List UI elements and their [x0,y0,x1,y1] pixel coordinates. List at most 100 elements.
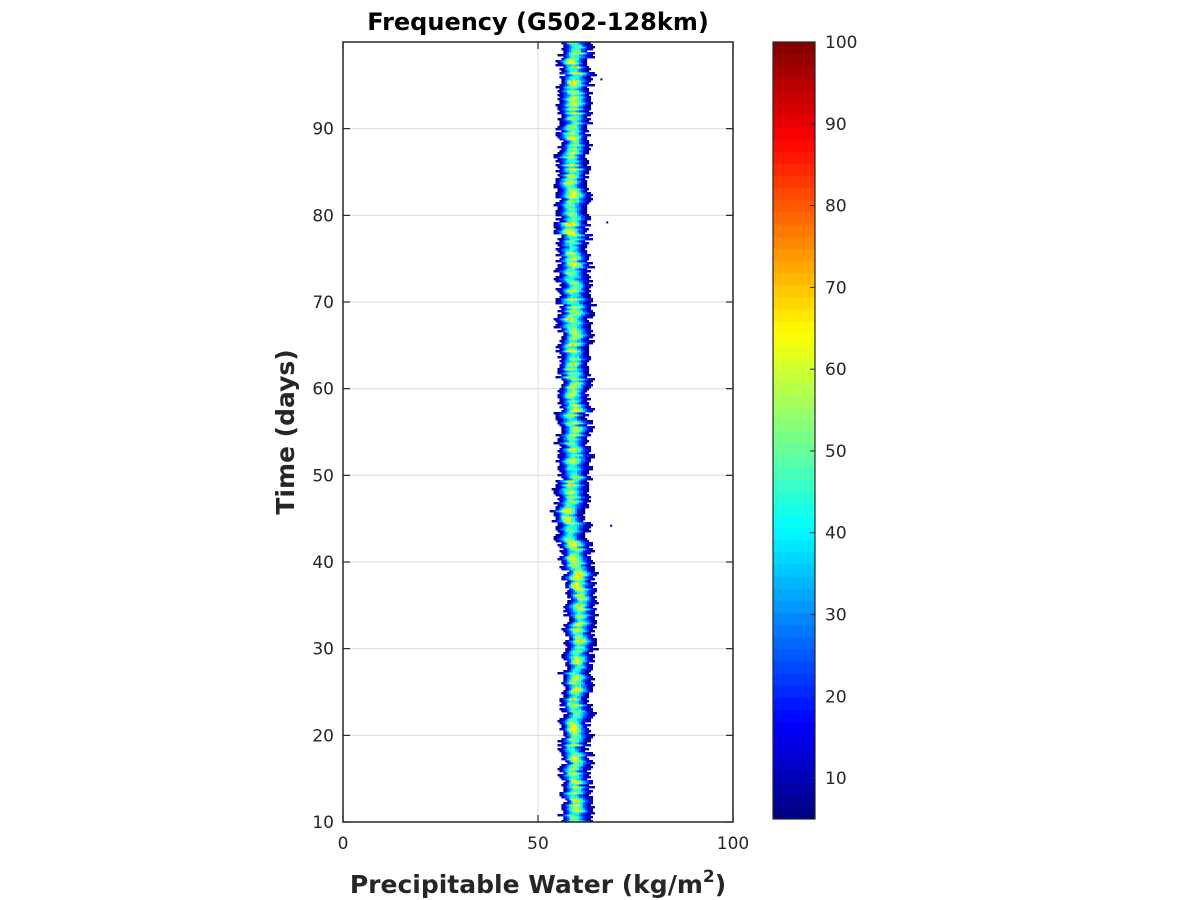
heatmap-cell [582,510,586,513]
heatmap-cell [567,288,570,291]
heatmap-cell [577,798,580,801]
heatmap-cell [557,226,560,229]
heatmap-cell [578,400,582,403]
heatmap-cell [580,438,584,441]
heatmap-cell [578,690,582,693]
heatmap-cell [582,328,586,331]
heatmap-cell [565,432,568,435]
heatmap-cell [569,480,572,483]
heatmap-cell [565,348,568,351]
heatmap-cell [578,282,582,285]
heatmap-cell [577,346,580,349]
heatmap-cell [569,758,572,761]
heatmap-cell [567,568,570,571]
heatmap-cell [578,356,582,359]
heatmap-cell [571,694,574,697]
heatmap-cell [582,726,586,729]
heatmap-cell [575,420,578,423]
heatmap-cell [571,410,574,413]
heatmap-cell [567,716,570,719]
heatmap-cell [582,354,586,357]
heatmap-cell [569,800,572,803]
heatmap-cell [578,514,582,517]
heatmap-cell [559,718,562,721]
heatmap-cell [575,568,578,571]
heatmap-cell [578,460,582,463]
heatmap-cell [567,206,570,209]
heatmap-cell [577,802,580,805]
heatmap-cell [588,496,592,499]
heatmap-cell [555,192,558,195]
heatmap-cell [563,210,566,213]
heatmap-cell [565,434,568,437]
heatmap-cell [580,440,584,443]
heatmap-cell [592,584,595,587]
heatmap-cell [575,440,578,443]
heatmap-cell [567,382,570,385]
heatmap-cell [586,662,590,665]
heatmap-cell [578,736,582,739]
heatmap-cell [555,492,558,495]
heatmap-cell [573,698,576,701]
heatmap-cell [577,196,580,199]
heatmap-cell [592,630,595,633]
heatmap-cell [571,412,574,415]
heatmap-cell [569,744,572,747]
heatmap-cell [580,382,584,385]
heatmap-cell [571,708,574,711]
heatmap-cell [575,436,578,439]
heatmap-cell [563,420,566,423]
heatmap-cell [577,558,580,561]
heatmap-cell [584,348,588,351]
heatmap-cell [573,436,576,439]
heatmap-cell [582,222,586,225]
heatmap-cell [577,428,580,431]
heatmap-cell [567,580,570,583]
heatmap-cell [553,232,556,235]
heatmap-cell [577,202,580,205]
heatmap-cell [578,606,582,609]
heatmap-cell [565,784,568,787]
heatmap-cell [567,600,570,603]
heatmap-cell [577,604,580,607]
heatmap-cell [565,370,568,373]
heatmap-cell [569,740,572,743]
heatmap-cell [577,212,580,215]
heatmap-cell [586,448,590,451]
heatmap-cell [588,358,592,361]
heatmap-cell [577,538,580,541]
heatmap-cell [565,270,568,273]
heatmap-cell [573,494,576,497]
heatmap-cell [578,786,582,789]
heatmap-cell [573,246,576,249]
heatmap-cell [592,604,595,607]
heatmap-cell [588,450,592,453]
heatmap-cell [578,544,582,547]
heatmap-cell [563,346,566,349]
heatmap-cell [586,316,590,319]
heatmap-cell [571,544,574,547]
heatmap-cell [575,766,578,769]
heatmap-cell [580,530,584,533]
heatmap-cell [571,400,574,403]
heatmap-cell [559,264,562,267]
heatmap-cell [559,480,562,483]
heatmap-cell [573,550,576,553]
heatmap-cell [557,324,560,327]
heatmap-cell [573,434,576,437]
heatmap-cell [569,518,572,521]
heatmap-cell [561,348,564,351]
heatmap-cell [580,436,584,439]
heatmap-cell [567,506,570,509]
heatmap-cell [575,510,578,513]
heatmap-cell [567,746,570,749]
heatmap-cell [580,432,584,435]
heatmap-cell [561,746,564,749]
heatmap-cell [565,386,568,389]
heatmap-cell [590,600,593,603]
heatmap-cell [577,640,580,643]
heatmap-cell [559,454,562,457]
heatmap-cell [577,792,580,795]
heatmap-cell [577,652,580,655]
heatmap-cell [567,800,570,803]
